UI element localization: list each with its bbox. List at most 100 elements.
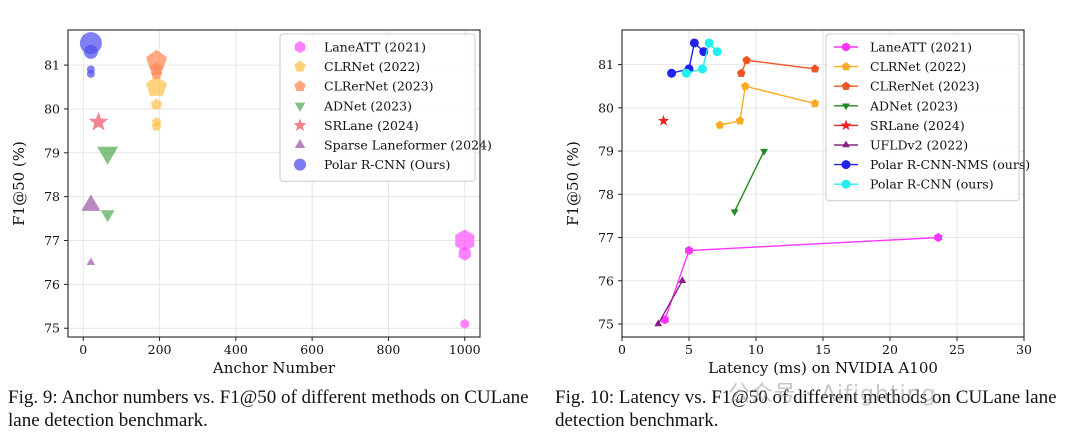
data-point [934, 233, 943, 243]
legend-item: SRLane (2024) [834, 118, 965, 133]
series-clrernet-2023 [146, 49, 167, 79]
legend-item: LaneATT (2021) [294, 40, 426, 55]
y-axis-label: F1@50 (%) [10, 141, 28, 226]
y-tick-label: 80 [44, 101, 60, 116]
data-point [79, 32, 102, 55]
data-point [685, 246, 693, 256]
x-tick-label: 30 [1016, 342, 1032, 357]
series-line [671, 41, 705, 74]
y-tick-label: 77 [598, 230, 614, 245]
data-point [735, 116, 745, 125]
legend: LaneATT (2021) CLRNet (2022) CLRerNet (202… [825, 33, 1030, 202]
legend-marker [841, 62, 851, 71]
legend-label: ADNet (2023) [323, 98, 412, 113]
legend-label: CLRNet (2022) [870, 59, 966, 74]
legend-marker [293, 118, 307, 131]
legend-marker [294, 139, 306, 148]
legend-label: ADNet (2023) [869, 98, 958, 113]
legend-label: UFLDv2 (2022) [870, 138, 968, 153]
legend-item: Polar R-CNN (Ours) [294, 157, 450, 172]
series-clrnet-2022 [715, 81, 820, 129]
x-tick-label: 800 [377, 342, 401, 357]
series-sparse-laneformer-2024 [81, 194, 101, 265]
series-clrernet-2023 [736, 55, 820, 77]
legend-item: Polar R-CNN (ours) [834, 177, 994, 192]
y-tick-label: 78 [44, 189, 60, 204]
legend-label: Polar R-CNN (Ours) [324, 157, 450, 172]
data-point [712, 47, 722, 57]
series-polar-r-cnn-ours [681, 38, 722, 78]
legend-marker [840, 119, 852, 131]
legend-marker [841, 160, 851, 170]
watermark-text: 公众号 · Aifighting [728, 382, 937, 407]
legend-label: SRLane (2024) [324, 118, 419, 133]
series-line [664, 236, 939, 320]
data-point [151, 117, 162, 127]
data-point [100, 210, 115, 223]
legend-item: CLRNet (2022) [294, 59, 420, 74]
series-line [657, 280, 683, 325]
data-point [681, 68, 691, 78]
series-line [686, 41, 718, 74]
legend-marker [841, 179, 851, 189]
x-tick-label: 10 [748, 342, 764, 357]
y-tick-label: 76 [598, 273, 614, 288]
legend-marker [294, 80, 306, 92]
y-tick-label: 75 [598, 317, 614, 332]
series-srlane-2024 [658, 115, 670, 126]
y-tick-label: 77 [44, 233, 60, 248]
y-tick-label: 80 [598, 100, 614, 115]
series-adnet-2023 [97, 146, 119, 223]
legend-item: SRLane (2024) [293, 118, 419, 133]
series-srlane-2024 [88, 111, 109, 131]
y-tick-label: 76 [44, 277, 60, 292]
legend-item: ADNet (2023) [294, 98, 412, 113]
data-point [741, 81, 750, 90]
data-point [736, 68, 746, 77]
data-point [667, 68, 677, 78]
legend-item: CLRNet (2022) [834, 59, 966, 74]
x-tick-label: 20 [882, 342, 898, 357]
legend-item: Sparse Laneformer (2024) [294, 138, 492, 153]
legend-label: CLRNet (2022) [324, 59, 420, 74]
data-point [654, 319, 663, 327]
x-tick-label: 15 [815, 342, 831, 357]
data-point [730, 209, 739, 217]
y-tick-label: 81 [44, 58, 60, 73]
data-point [86, 65, 95, 74]
legend-item: CLRerNet (2023) [834, 79, 980, 94]
legend-marker [841, 81, 851, 90]
series-laneatt-2021 [455, 229, 475, 329]
chart-latency-vs-f1: 0 5 10 15 20 25 30 75 76 77 78 79 80 81 Latency (ms) o… [564, 29, 1032, 377]
fig9-caption: Fig. 9: Anchor numbers vs. F1@50 of diff… [8, 387, 529, 431]
plot-frame [67, 29, 481, 338]
series-line [740, 59, 816, 74]
data-point [658, 115, 670, 126]
y-tick-label: 78 [598, 187, 614, 202]
data-point [460, 318, 470, 329]
data-point [97, 146, 119, 165]
legend-marker [842, 140, 850, 148]
legend-label: LaneATT (2021) [324, 40, 426, 55]
legend-box [279, 33, 476, 182]
data-point [146, 49, 167, 70]
series-ufldv2-2022 [654, 276, 687, 327]
x-tick-label: 200 [148, 342, 172, 357]
legend-label: Polar R-CNN (ours) [870, 177, 994, 192]
legend-marker [294, 158, 306, 171]
data-point [150, 98, 163, 110]
legend: LaneATT (2021) CLRNet (2022) CLRerNet (202… [279, 33, 492, 182]
data-point [810, 64, 820, 73]
data-point [146, 76, 167, 96]
legend-marker [294, 60, 306, 72]
y-tick-label: 81 [598, 57, 614, 72]
data-point [689, 38, 699, 48]
series-adnet-2023 [730, 148, 768, 217]
y-tick-label: 79 [598, 144, 614, 159]
legend-label: LaneATT (2021) [870, 40, 972, 55]
chart-anchor-vs-f1: 0 200 400 600 800 1000 75 76 77 78 79 80 81 Anchor Nu… [10, 29, 492, 377]
legend-label: SRLane (2024) [870, 118, 965, 133]
data-point [697, 64, 707, 74]
data-point [86, 257, 96, 265]
